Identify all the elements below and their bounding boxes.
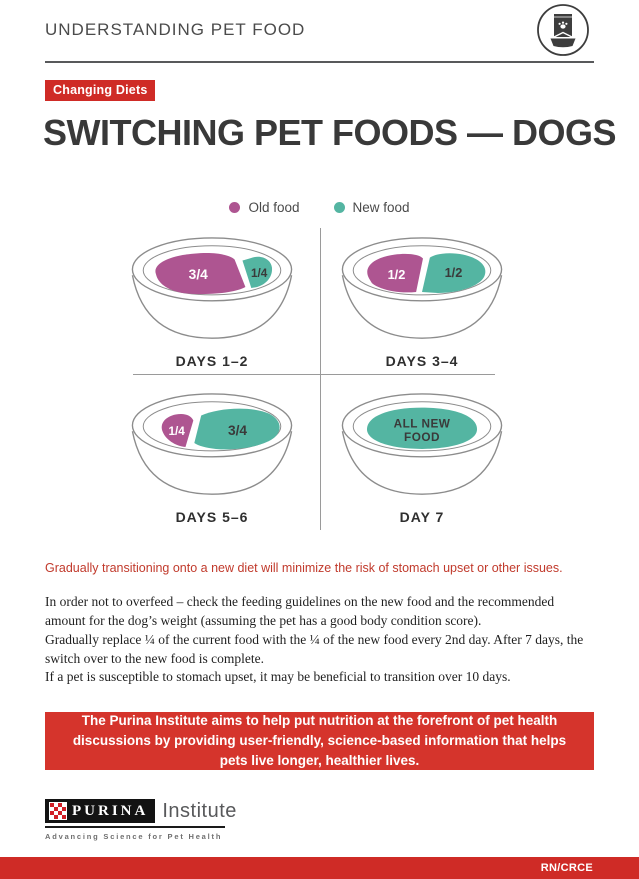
purina-wordmark: PURINA xyxy=(45,799,156,823)
footer-bar: RN/CRCE xyxy=(0,857,639,879)
bowl-illustration: 3/4 1/4 xyxy=(131,237,293,339)
page-title: SWITCHING PET FOODS — DOGS xyxy=(43,112,617,153)
new-fraction-label: 3/4 xyxy=(228,423,247,438)
bowl-caption: DAY 7 xyxy=(399,509,445,525)
new-fraction-label: 1/2 xyxy=(445,265,463,280)
document-code: RN/CRCE xyxy=(540,862,593,874)
purina-mission-callout: The Purina Institute aims to help put nu… xyxy=(45,712,594,770)
grid-divider-vertical xyxy=(320,228,321,530)
bowl-caption: DAYS 5–6 xyxy=(175,509,249,525)
bowl-caption: DAYS 1–2 xyxy=(175,353,249,369)
purina-brand-text: PURINA xyxy=(72,802,149,819)
logo-underline xyxy=(45,826,225,828)
old-fraction-label: 3/4 xyxy=(189,267,208,282)
new-food-dot-icon xyxy=(333,202,345,213)
body-paragraph: If a pet is susceptible to stomach upset… xyxy=(45,669,511,684)
header-title: UNDERSTANDING PET FOOD xyxy=(45,20,306,39)
new-fraction-label: 1/4 xyxy=(251,267,268,280)
purina-checkerboard-icon xyxy=(49,802,67,820)
old-fraction-label: 1/2 xyxy=(388,267,406,282)
body-paragraph: In order not to overfeed – check the fee… xyxy=(45,594,555,628)
bowl-diagram-days-5-6: 1/4 3/4 DAYS 5–6 xyxy=(122,390,302,525)
pet-food-bag-bowl-icon xyxy=(536,3,590,57)
purina-institute-logo: PURINA Institute Advancing Science for P… xyxy=(45,799,237,841)
header-divider xyxy=(45,61,594,63)
grid-divider-horizontal xyxy=(133,374,495,375)
old-fraction-label: 1/4 xyxy=(168,425,185,438)
section-badge: Changing Diets xyxy=(45,80,156,101)
legend-old-label: Old food xyxy=(248,200,300,215)
bowl-illustration: 1/4 3/4 xyxy=(131,393,293,495)
body-paragraph: Gradually replace ¼ of the current food … xyxy=(45,632,584,666)
all-new-food-label-line2: FOOD xyxy=(404,431,440,444)
bowl-diagram-day-7: ALL NEW FOOD DAY 7 xyxy=(332,390,512,525)
lead-sentence: Gradually transitioning onto a new diet … xyxy=(45,561,563,575)
all-new-food-label-line1: ALL NEW xyxy=(394,417,451,430)
bowl-diagram-days-3-4: 1/2 1/2 DAYS 3–4 xyxy=(332,234,512,369)
bowl-caption: DAYS 3–4 xyxy=(385,353,459,369)
institute-text: Institute xyxy=(162,799,237,822)
bowl-illustration: 1/2 1/2 xyxy=(341,237,503,339)
bowl-illustration: ALL NEW FOOD xyxy=(341,393,503,495)
logo-tagline: Advancing Science for Pet Health xyxy=(45,832,223,841)
legend: Old food New food xyxy=(0,200,639,215)
callout-text: The Purina Institute aims to help put nu… xyxy=(72,712,567,769)
legend-item-new-food: New food xyxy=(333,200,410,215)
bowl-diagram-days-1-2: 3/4 1/4 DAYS 1–2 xyxy=(122,234,302,369)
legend-item-old-food: Old food xyxy=(229,200,300,215)
legend-new-label: New food xyxy=(352,200,410,215)
old-food-dot-icon xyxy=(229,202,241,213)
